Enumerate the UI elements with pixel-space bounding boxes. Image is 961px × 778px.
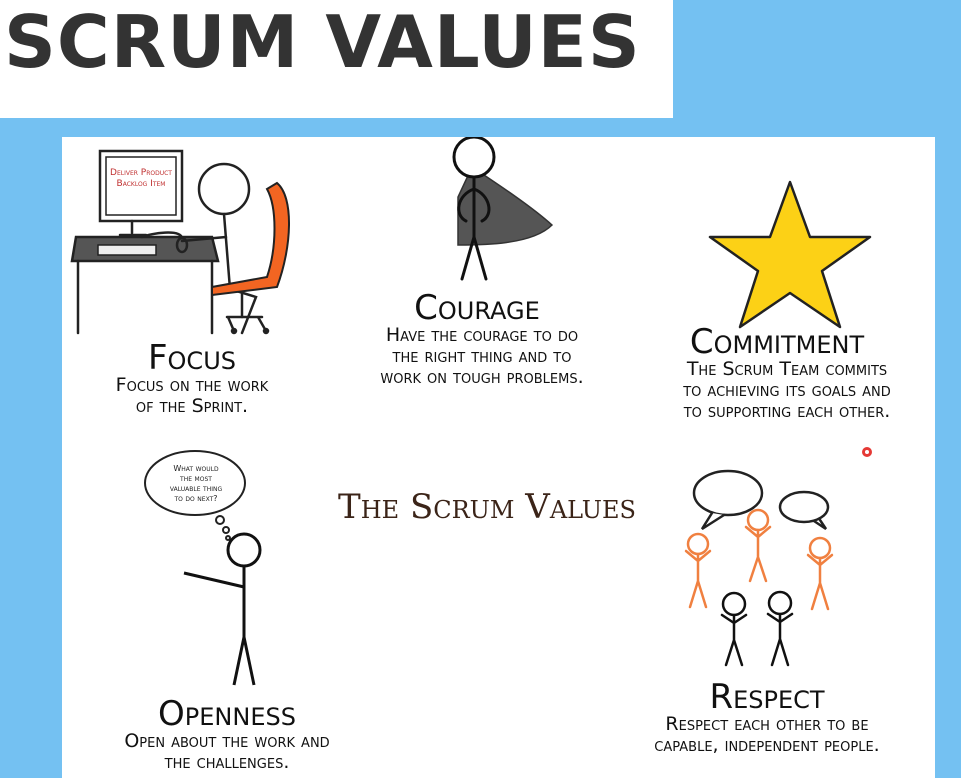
person-head-icon <box>199 164 249 214</box>
bubble-line3: valuable thing <box>170 484 223 493</box>
bubble-line4: to do next? <box>173 494 217 503</box>
bubble-line2: the most <box>179 474 212 483</box>
courage-illustration <box>454 137 552 279</box>
black-people-icon <box>722 592 792 665</box>
openness-desc-line1: Open about the work and <box>82 731 372 752</box>
cape-icon <box>458 167 552 245</box>
monitor-label-line1: Deliver Product <box>110 168 172 178</box>
keyboard-icon <box>98 245 156 255</box>
monitor-label-line2: Backlog Item <box>117 179 166 189</box>
courage-desc-line3: work on tough problems. <box>352 367 612 388</box>
openness-title: Openness <box>132 695 322 733</box>
header-box: SCRUM VALUES <box>0 0 673 118</box>
cursor-dot-center <box>865 450 869 454</box>
commitment-desc-line1: The Scrum Team commits <box>642 359 932 380</box>
focus-illustration <box>72 151 289 333</box>
thought-bubble-icon <box>145 451 245 515</box>
speech-bubble-icon-2 <box>780 492 828 522</box>
respect-desc-line1: Respect each other to be <box>617 714 917 735</box>
center-title: The Scrum Values <box>322 487 652 527</box>
commitment-desc-line2: to achieving its goals and <box>642 380 932 401</box>
commitment-title: Commitment <box>662 323 892 361</box>
respect-title: Respect <box>682 678 852 716</box>
focus-desc-line1: Focus on the work <box>52 375 332 396</box>
speech-bubble-icon <box>694 471 762 515</box>
values-panel: Deliver Product Backlog Item What would … <box>62 137 935 778</box>
star-icon <box>710 182 870 327</box>
courage-desc-line1: Have the courage to do <box>352 325 612 346</box>
page-title: SCRUM VALUES <box>4 2 641 82</box>
commitment-desc-line3: to supporting each other. <box>642 401 932 422</box>
respect-desc-line2: capable, independent people. <box>617 735 917 756</box>
courage-title: Courage <box>392 289 562 327</box>
bubble-line1: What would <box>173 464 219 473</box>
hero-head-icon <box>454 137 494 177</box>
openness-desc-line2: the challenges. <box>82 752 372 773</box>
focus-desc-line2: of the Sprint. <box>52 396 332 417</box>
courage-desc-line2: the right thing and to <box>352 346 612 367</box>
pointing-arm-icon <box>184 573 244 587</box>
respect-illustration <box>686 471 832 665</box>
focus-title: Focus <box>122 339 262 377</box>
